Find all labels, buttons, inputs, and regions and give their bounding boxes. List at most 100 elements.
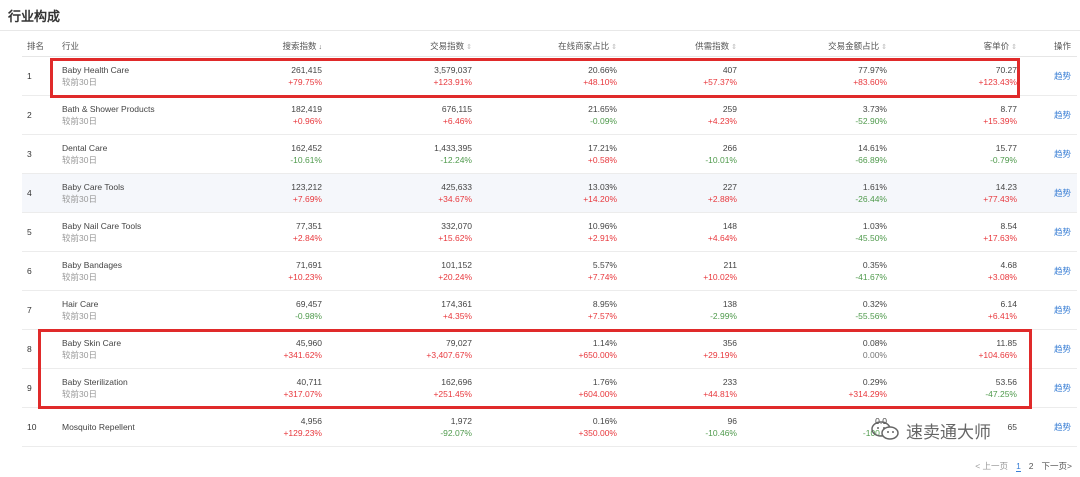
search-cell: 69,457 -0.98% bbox=[182, 290, 322, 330]
online-value: 5.57% bbox=[592, 259, 617, 270]
prev-page-button[interactable]: < 上一页 bbox=[975, 461, 1009, 471]
search-value: 40,711 bbox=[296, 376, 322, 387]
title-divider bbox=[0, 30, 1080, 31]
rank-cell: 6 bbox=[22, 251, 52, 291]
trade-cell: 332,070 +15.62% bbox=[322, 212, 472, 252]
col-search[interactable]: 搜索指数 ↓ bbox=[182, 36, 323, 57]
amount-cell: 0.08% 0.00% bbox=[737, 329, 887, 369]
page-1-button[interactable]: 1 bbox=[1016, 460, 1021, 472]
supply-change: +2.88% bbox=[707, 193, 737, 204]
sort-desc-icon[interactable]: ↓ bbox=[318, 43, 323, 51]
compare-label: 较前30日 bbox=[62, 271, 97, 282]
table-row: 2 Bath & Shower Products 较前30日 182,419 +… bbox=[22, 95, 1077, 135]
industry-cell: Baby Health Care 较前30日 bbox=[52, 56, 182, 96]
price-change: -47.25% bbox=[985, 388, 1017, 399]
page-2-button[interactable]: 2 bbox=[1028, 461, 1034, 471]
industry-cell: Mosquito Repellent bbox=[52, 407, 182, 447]
supply-value: 407 bbox=[722, 64, 737, 75]
amount-change: +314.29% bbox=[848, 388, 887, 399]
op-cell: 趋势 bbox=[1017, 329, 1077, 369]
price-value: 70.27 bbox=[995, 64, 1017, 75]
op-cell: 趋势 bbox=[1017, 290, 1077, 330]
trade-cell: 676,115 +6.46% bbox=[322, 95, 472, 135]
sort-icon[interactable]: ⇕ bbox=[731, 43, 737, 51]
online-cell: 8.95% +7.57% bbox=[472, 290, 617, 330]
trend-link[interactable]: 趋势 bbox=[1053, 187, 1071, 198]
sort-icon[interactable]: ⇕ bbox=[466, 43, 472, 51]
col-unit-price[interactable]: 客单价 ⇕ bbox=[887, 36, 1017, 57]
online-change: +350.00% bbox=[578, 427, 617, 438]
col-search-label: 搜索指数 bbox=[282, 40, 317, 51]
online-cell: 5.57% +7.74% bbox=[472, 251, 617, 291]
search-cell: 182,419 +0.96% bbox=[182, 95, 322, 135]
trend-link[interactable]: 趋势 bbox=[1053, 382, 1071, 393]
trade-change: +251.45% bbox=[433, 388, 472, 399]
price-value: 53.56 bbox=[995, 376, 1017, 387]
search-cell: 261,415 +79.75% bbox=[182, 56, 322, 96]
sort-icon[interactable]: ⇕ bbox=[611, 43, 617, 51]
compare-label: 较前30日 bbox=[62, 349, 97, 360]
trend-link[interactable]: 趋势 bbox=[1053, 265, 1071, 276]
amount-value: 1.03% bbox=[862, 220, 887, 231]
col-trade[interactable]: 交易指数 ⇕ bbox=[322, 36, 472, 57]
trade-cell: 3,579,037 +123.91% bbox=[322, 56, 472, 96]
trade-change: +34.67% bbox=[438, 193, 472, 204]
amount-value: 0.35% bbox=[862, 259, 887, 270]
online-value: 17.21% bbox=[588, 142, 617, 153]
amount-value: 0.08% bbox=[862, 337, 887, 348]
trend-link[interactable]: 趋势 bbox=[1053, 148, 1071, 159]
supply-value: 148 bbox=[722, 220, 737, 231]
sort-icon[interactable]: ⇕ bbox=[1011, 43, 1017, 51]
trend-link[interactable]: 趋势 bbox=[1053, 343, 1071, 354]
supply-change: +4.23% bbox=[707, 115, 737, 126]
trend-link[interactable]: 趋势 bbox=[1053, 304, 1071, 315]
rank-cell: 9 bbox=[22, 368, 52, 408]
col-trade-label: 交易指数 bbox=[430, 40, 465, 51]
search-value: 77,351 bbox=[296, 220, 322, 231]
trend-link[interactable]: 趋势 bbox=[1053, 109, 1071, 120]
trade-cell: 162,696 +251.45% bbox=[322, 368, 472, 408]
rank-cell: 5 bbox=[22, 212, 52, 252]
sort-icon[interactable]: ⇕ bbox=[881, 43, 887, 51]
supply-value: 356 bbox=[722, 337, 737, 348]
supply-cell: 211 +10.02% bbox=[617, 251, 737, 291]
trade-value: 676,115 bbox=[441, 103, 472, 114]
supply-cell: 356 +29.19% bbox=[617, 329, 737, 369]
amount-value: 1.61% bbox=[862, 181, 887, 192]
wechat-icon bbox=[871, 420, 899, 440]
trade-value: 79,027 bbox=[446, 337, 472, 348]
col-industry: 行业 bbox=[52, 36, 182, 57]
industry-name: Dental Care bbox=[62, 142, 108, 153]
supply-change: -2.99% bbox=[710, 310, 737, 321]
price-cell: 53.56 -47.25% bbox=[887, 368, 1017, 408]
compare-label: 较前30日 bbox=[62, 310, 97, 321]
supply-value: 96 bbox=[727, 415, 737, 426]
trade-cell: 1,972 -92.07% bbox=[322, 407, 472, 447]
col-online-share[interactable]: 在线商家占比 ⇕ bbox=[472, 36, 617, 57]
trade-change: +20.24% bbox=[438, 271, 472, 282]
col-amount-share[interactable]: 交易金额占比 ⇕ bbox=[737, 36, 887, 57]
industry-cell: Baby Skin Care 较前30日 bbox=[52, 329, 182, 369]
supply-change: -10.46% bbox=[705, 427, 737, 438]
amount-cell: 0.29% +314.29% bbox=[737, 368, 887, 408]
industry-cell: Hair Care 较前30日 bbox=[52, 290, 182, 330]
rank-cell: 3 bbox=[22, 134, 52, 174]
online-change: +2.91% bbox=[587, 232, 617, 243]
amount-cell: 1.03% -45.50% bbox=[737, 212, 887, 252]
search-cell: 77,351 +2.84% bbox=[182, 212, 322, 252]
rank-cell: 7 bbox=[22, 290, 52, 330]
online-value: 1.76% bbox=[592, 376, 617, 387]
industry-name: Baby Sterilization bbox=[62, 376, 128, 387]
op-cell: 趋势 bbox=[1017, 251, 1077, 291]
online-change: +7.57% bbox=[587, 310, 617, 321]
trend-link[interactable]: 趋势 bbox=[1053, 70, 1071, 81]
price-cell: 70.27 +123.43% bbox=[887, 56, 1017, 96]
trend-link[interactable]: 趋势 bbox=[1053, 226, 1071, 237]
price-value: 4.68 bbox=[1000, 259, 1017, 270]
search-change: -10.61% bbox=[290, 154, 322, 165]
trend-link[interactable]: 趋势 bbox=[1053, 421, 1071, 432]
col-supply[interactable]: 供需指数 ⇕ bbox=[617, 36, 737, 57]
price-change: +123.43% bbox=[978, 76, 1017, 87]
amount-value: 0.32% bbox=[862, 298, 887, 309]
next-page-button[interactable]: 下一页> bbox=[1041, 461, 1072, 471]
